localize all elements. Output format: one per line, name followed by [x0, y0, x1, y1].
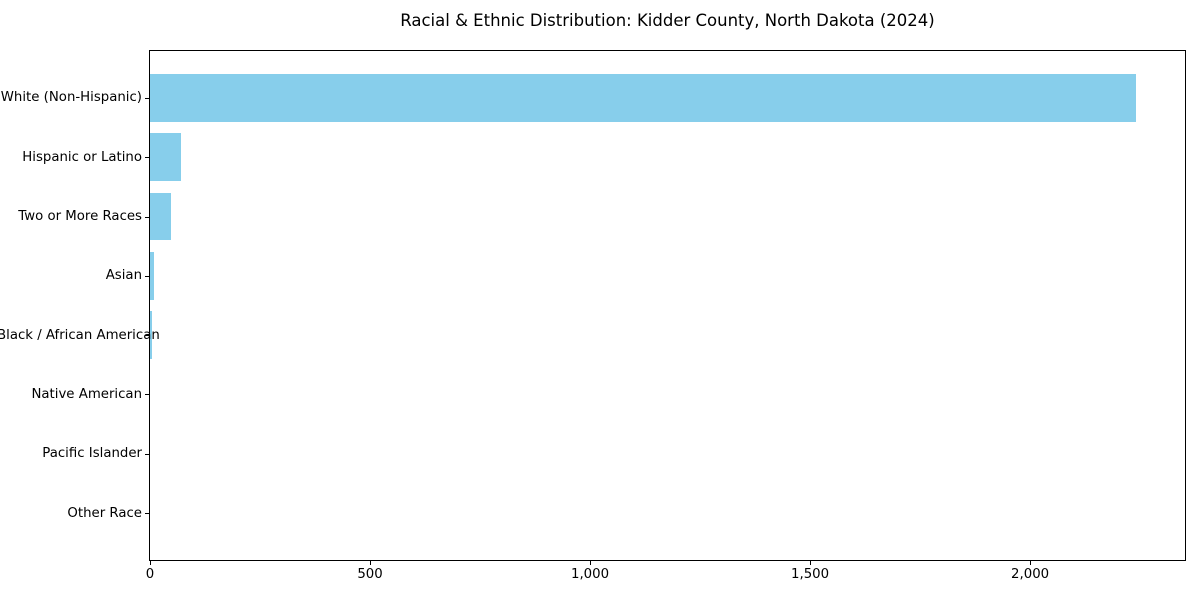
x-tick-mark [369, 561, 371, 565]
y-tick-label: Other Race [67, 505, 142, 521]
x-tick-label: 1,000 [571, 567, 610, 582]
x-tick-label: 500 [357, 567, 383, 582]
y-tick-label: Pacific Islander [42, 446, 142, 462]
y-tick-mark [145, 394, 149, 396]
bar [150, 311, 153, 359]
y-tick-mark [145, 335, 149, 337]
y-tick-mark [145, 275, 149, 277]
y-tick-label: Black / African American [0, 327, 160, 343]
bar [150, 133, 181, 181]
y-tick-label: Hispanic or Latino [22, 149, 142, 165]
y-tick-mark [145, 216, 149, 218]
plot-area: White (Non-Hispanic) Hispanic or Latino Tw… [0, 50, 1186, 582]
bar [150, 74, 1136, 122]
x-tick-label: 1,500 [791, 567, 830, 582]
x-tick-label: 0 [145, 567, 155, 582]
x-tick-mark [149, 561, 151, 565]
bar [150, 192, 172, 241]
x-tick-mark [1029, 561, 1031, 565]
x-tick-mark [809, 561, 811, 565]
y-tick-mark [145, 157, 149, 159]
x-tick-label: 2,000 [1011, 567, 1050, 582]
x-tick-mark [589, 561, 591, 565]
y-tick-label: Native American [31, 386, 142, 402]
y-tick-mark [145, 513, 149, 515]
chart-title: Racial & Ethnic Distribution: Kidder Cou… [400, 11, 935, 30]
bar [150, 252, 154, 300]
y-tick-label: White (Non-Hispanic) [0, 90, 142, 106]
y-tick-mark [145, 453, 149, 455]
y-tick-mark [145, 97, 149, 99]
y-tick-label: Two or More Races [18, 209, 142, 224]
y-tick-label: Asian [105, 268, 142, 284]
